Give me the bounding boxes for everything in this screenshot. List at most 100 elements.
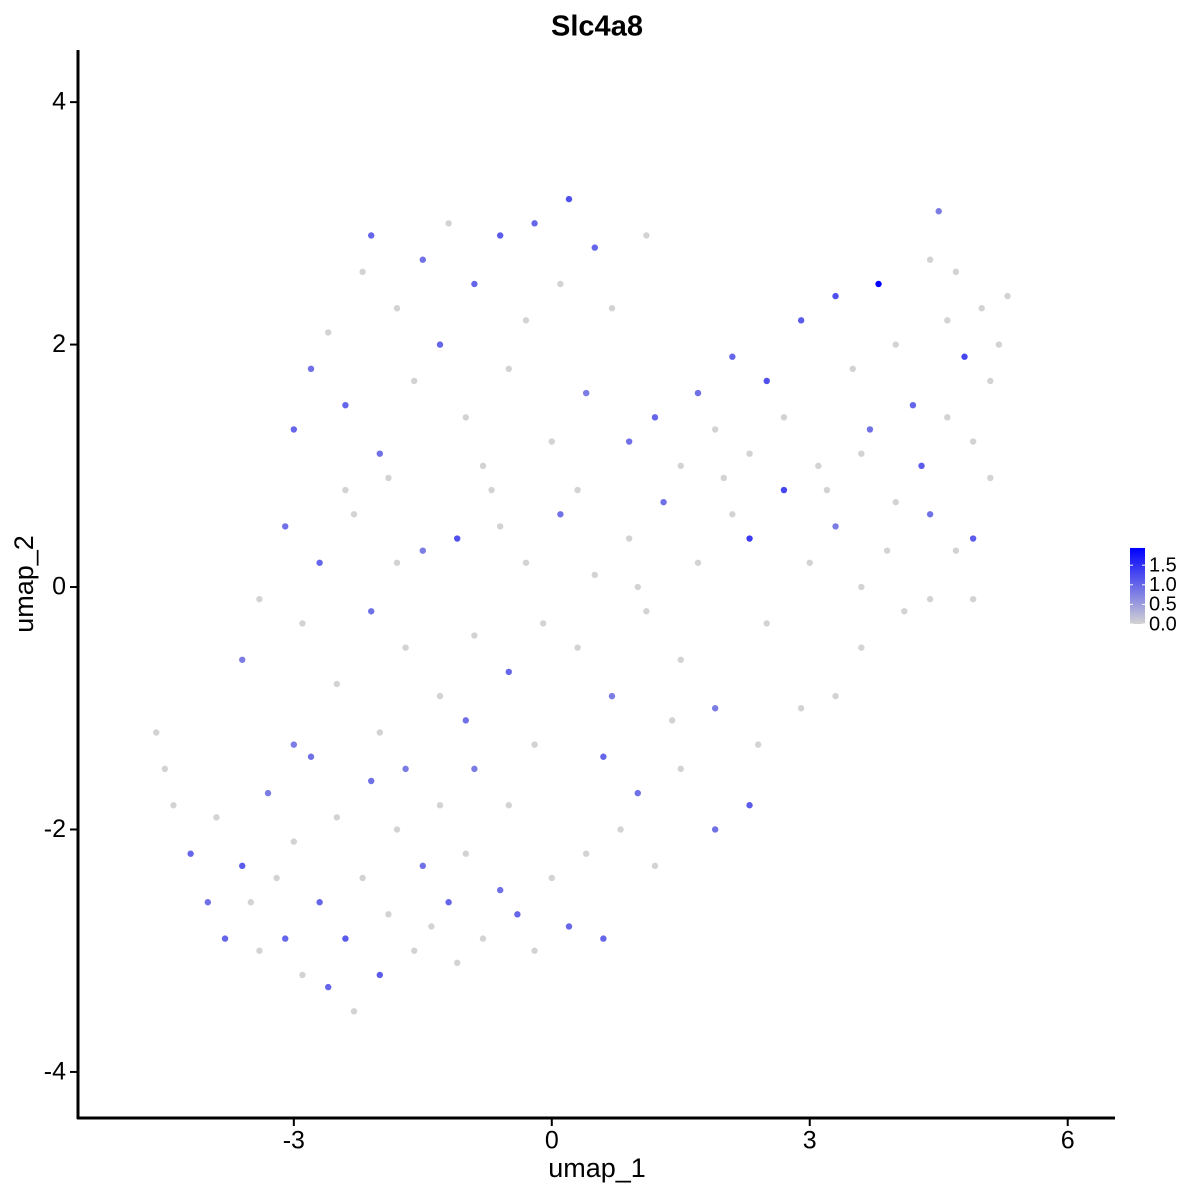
point (926, 256, 934, 263)
point (720, 474, 727, 482)
y-axis-label: umap_2 (9, 535, 39, 633)
point (496, 232, 504, 239)
point (746, 802, 753, 809)
point (299, 620, 306, 627)
point (428, 923, 435, 930)
y-tick-label: 4 (52, 88, 66, 116)
point (763, 377, 770, 385)
point (496, 886, 504, 894)
point (342, 401, 349, 409)
point (643, 232, 650, 239)
point (350, 511, 358, 518)
point (995, 341, 1003, 348)
point (780, 486, 788, 494)
point (333, 814, 341, 821)
y-tick-label: 2 (52, 330, 66, 358)
point (608, 692, 616, 700)
point (823, 486, 831, 494)
point (290, 838, 298, 845)
point (221, 935, 229, 942)
point (531, 741, 538, 748)
point (256, 947, 263, 954)
point (505, 365, 512, 373)
point (522, 317, 530, 324)
point (161, 765, 169, 773)
point (858, 583, 865, 591)
point (600, 935, 607, 942)
point (978, 305, 985, 312)
colorbar (1130, 547, 1145, 624)
point (643, 608, 650, 615)
point (806, 559, 813, 566)
point (711, 705, 719, 712)
point (239, 862, 246, 870)
point (987, 474, 994, 482)
point (419, 256, 427, 263)
point (307, 753, 315, 760)
point (574, 644, 581, 651)
point (471, 280, 478, 288)
point (402, 644, 409, 651)
point (488, 486, 495, 494)
point (883, 547, 891, 554)
point (359, 268, 366, 276)
point (402, 765, 409, 773)
point (625, 535, 633, 542)
point (763, 620, 770, 627)
point (651, 862, 659, 870)
point (454, 959, 461, 967)
point (832, 292, 839, 300)
x-tick-label: 3 (803, 1127, 817, 1155)
point (419, 862, 427, 870)
y-tick-label: 0 (52, 573, 66, 601)
point (239, 656, 246, 663)
y-tick-label: -2 (44, 815, 66, 843)
point (858, 644, 865, 651)
point (582, 850, 590, 857)
colorbar-label: 1.0 (1149, 574, 1177, 596)
point (926, 595, 934, 603)
point (832, 692, 839, 700)
point (926, 511, 934, 518)
point (892, 341, 899, 348)
point (368, 777, 375, 785)
point (514, 911, 521, 918)
point (875, 280, 882, 288)
point (548, 438, 555, 445)
point (987, 377, 994, 385)
point (282, 523, 289, 530)
x-tick-label: -3 (283, 1127, 305, 1155)
point (436, 341, 444, 348)
point (462, 414, 470, 421)
point (754, 741, 762, 748)
point (213, 814, 220, 821)
point (797, 705, 805, 712)
point (944, 317, 951, 324)
point (385, 911, 392, 918)
point (479, 462, 487, 470)
point (290, 426, 298, 433)
point (325, 329, 332, 336)
point (634, 583, 641, 591)
point (471, 632, 478, 639)
point (591, 244, 598, 251)
point (694, 559, 702, 566)
point (668, 717, 676, 724)
x-axis-label: umap_1 (548, 1153, 646, 1183)
point (436, 802, 444, 809)
point (952, 547, 960, 554)
point (411, 377, 418, 385)
point (436, 692, 444, 700)
point (342, 486, 349, 494)
point (944, 414, 951, 421)
point (333, 680, 341, 688)
point (539, 620, 547, 627)
point (204, 899, 212, 906)
point (892, 498, 899, 506)
point (548, 874, 555, 882)
point (952, 268, 960, 276)
point (969, 595, 977, 603)
point (393, 305, 401, 312)
